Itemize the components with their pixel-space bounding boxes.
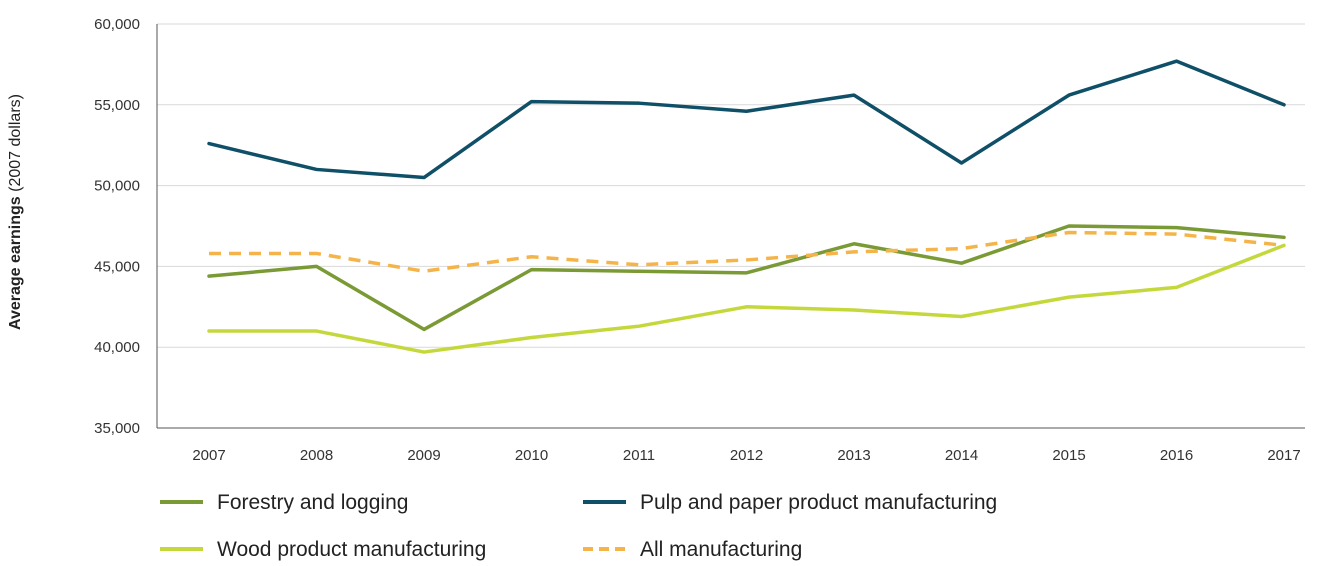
legend-label: Pulp and paper product manufacturing [640, 491, 997, 514]
legend-item: Wood product manufacturing [160, 538, 486, 561]
x-tick-label: 2007 [192, 447, 225, 464]
y-axis-label-bold: Average earnings [7, 196, 24, 330]
x-tick-label: 2014 [945, 447, 978, 464]
axes [156, 24, 1305, 429]
series-lines [207, 59, 1286, 354]
series-line-wood-product-manufacturing [207, 243, 1286, 354]
y-axis-label-unit: (2007 dollars) [7, 94, 24, 196]
y-tick-label: 55,000 [94, 97, 140, 114]
y-tick-label: 35,000 [94, 420, 140, 437]
y-tick-labels: 35,000 40,000 45,000 50,000 55,000 60,000 [94, 16, 140, 437]
x-tick-label: 2008 [300, 447, 333, 464]
y-tick-label: 40,000 [94, 339, 140, 356]
x-tick-label: 2017 [1267, 447, 1300, 464]
y-axis-label: Average earnings (2007 dollars) [7, 94, 24, 330]
gridlines [157, 23, 1305, 348]
x-tick-label: 2011 [623, 447, 655, 464]
legend-item: All manufacturing [583, 538, 802, 561]
legend-item: Pulp and paper product manufacturing [583, 491, 997, 514]
x-tick-label: 2012 [730, 447, 763, 464]
legend-label: Wood product manufacturing [217, 538, 486, 561]
legend: Forestry and logging Pulp and paper produ… [160, 491, 997, 561]
x-tick-label: 2015 [1052, 447, 1085, 464]
legend-label: Forestry and logging [217, 491, 408, 514]
x-tick-labels: 2007 2008 2009 2010 2011 2012 2013 2014 2015 2016… [192, 447, 1300, 464]
y-tick-label: 60,000 [94, 16, 140, 33]
series-line-all-manufacturing [209, 230, 1285, 273]
x-tick-label: 2013 [837, 447, 870, 464]
x-tick-label: 2010 [515, 447, 548, 464]
x-tick-label: 2016 [1160, 447, 1193, 464]
x-tick-label: 2009 [407, 447, 440, 464]
series-line-forestry-and-logging [207, 224, 1286, 332]
legend-item: Forestry and logging [160, 491, 408, 514]
series-line-pulp-and-paper-product-manufacturing [207, 59, 1286, 180]
legend-label: All manufacturing [640, 538, 802, 561]
y-tick-label: 50,000 [94, 178, 140, 195]
y-tick-label: 45,000 [94, 258, 140, 275]
